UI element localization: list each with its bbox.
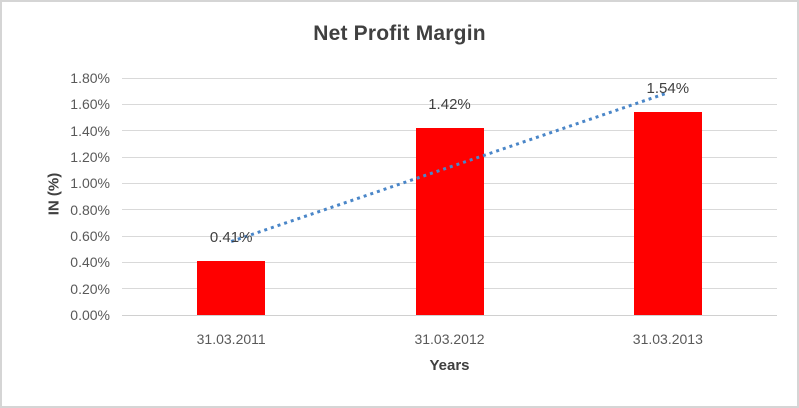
x-axis-line <box>122 314 777 316</box>
x-tick-label: 31.03.2012 <box>414 331 485 347</box>
bar <box>633 112 702 315</box>
bar-data-label: 1.54% <box>646 80 690 98</box>
x-axis-title: Years <box>429 357 470 374</box>
y-tick-label: 1.00% <box>70 175 110 192</box>
x-tick-label: 31.03.2011 <box>196 331 266 347</box>
bar-data-label: 0.41% <box>209 229 253 247</box>
chart-title: Net Profit Margin <box>313 22 486 45</box>
y-tick-label: 1.80% <box>70 70 110 86</box>
bar-data-label: 1.42% <box>428 96 471 114</box>
y-tick-label: 1.20% <box>70 149 110 165</box>
y-tick-label: 0.80% <box>70 201 110 218</box>
y-tick-label: 0.40% <box>70 254 110 271</box>
x-tick-label: 31.03.2013 <box>632 331 703 347</box>
y-tick-label: 0.00% <box>70 307 110 323</box>
y-tick-label: 1.40% <box>70 122 110 139</box>
y-tick-label: 1.60% <box>70 96 110 113</box>
y-tick-label: 0.60% <box>70 228 110 244</box>
bar <box>197 261 266 315</box>
bar <box>415 128 484 315</box>
gridline <box>122 77 777 79</box>
y-tick-label: 0.20% <box>70 280 110 297</box>
